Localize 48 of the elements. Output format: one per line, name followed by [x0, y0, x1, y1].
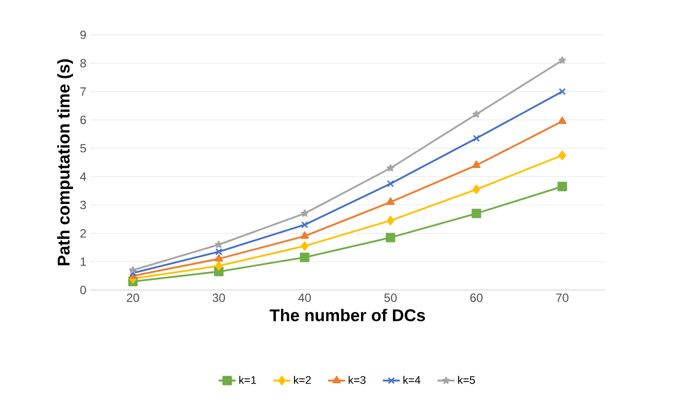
- point: [558, 150, 566, 160]
- point: [386, 232, 396, 242]
- point: [214, 254, 223, 262]
- point: [472, 110, 480, 118]
- legend-label: k=4: [403, 376, 420, 384]
- y-axis-title: Path computation time (s): [57, 59, 73, 266]
- point: [472, 160, 481, 168]
- point: [472, 184, 480, 194]
- point: [129, 266, 137, 274]
- y-tick-label: 3: [80, 200, 86, 210]
- x-tick-label: 30: [212, 294, 225, 302]
- point: [300, 231, 309, 239]
- point: [215, 240, 223, 248]
- point: [472, 134, 480, 142]
- y-tick-label: 5: [80, 144, 86, 152]
- point: [386, 164, 394, 172]
- legend-label: k=5: [458, 376, 475, 384]
- y-tick-label: 4: [80, 172, 86, 181]
- y-tick-label: 0: [80, 286, 86, 294]
- y-tick-label: 6: [80, 116, 86, 124]
- point: [215, 248, 222, 256]
- point: [386, 216, 394, 226]
- legend-label: k=2: [294, 376, 311, 384]
- point: [300, 252, 310, 262]
- point: [300, 241, 308, 251]
- legend-label: k=3: [348, 376, 366, 384]
- point: [386, 180, 394, 188]
- point: [386, 197, 395, 205]
- point: [558, 182, 567, 192]
- point: [472, 208, 482, 218]
- x-tick-label: 50: [384, 294, 397, 302]
- x-axis-title: The number of DCs: [270, 308, 425, 322]
- x-tick-label: 20: [126, 294, 140, 302]
- y-tick-label: 7: [80, 87, 86, 96]
- point: [215, 261, 223, 271]
- legend-label: k=1: [239, 376, 256, 384]
- point: [301, 221, 308, 228]
- x-tick-label: 60: [470, 294, 483, 302]
- y-tick-label: 2: [80, 229, 86, 238]
- y-tick-label: 9: [80, 30, 86, 40]
- point: [558, 56, 566, 64]
- y-tick-label: 1: [80, 258, 86, 266]
- x-tick-label: 70: [556, 294, 568, 302]
- x-tick-label: 40: [298, 294, 311, 302]
- point: [558, 88, 566, 96]
- point: [558, 116, 566, 124]
- y-tick-label: 8: [80, 58, 86, 68]
- point: [300, 210, 308, 217]
